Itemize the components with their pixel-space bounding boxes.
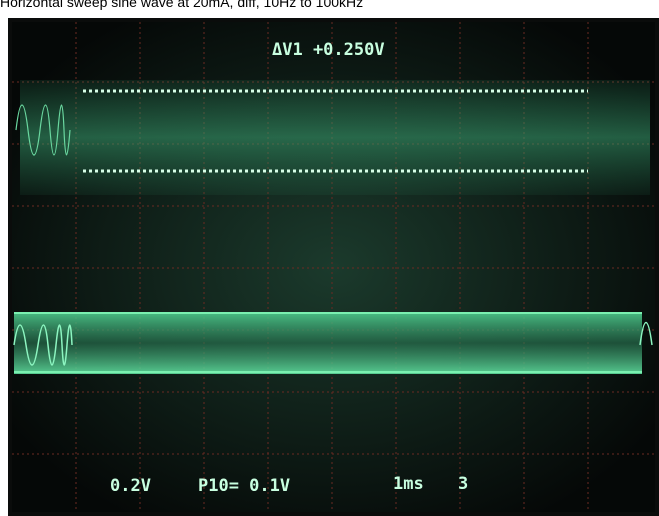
sine-start [13, 324, 73, 366]
trace-band-2 [14, 312, 642, 374]
probe-readout: P10= 0.1V [198, 476, 290, 496]
timebase: 1ms [393, 474, 424, 494]
sine-end [639, 322, 653, 346]
cursor-readout: ΔV1 +0.250V [272, 40, 385, 60]
sine-start [15, 104, 71, 156]
caption: Horizontal sweep sine wave at 20mA, diff… [0, 0, 364, 10]
mode: 3 [458, 474, 468, 494]
channel-scale: 0.2V [110, 476, 151, 496]
trace-band-1 [20, 80, 650, 195]
